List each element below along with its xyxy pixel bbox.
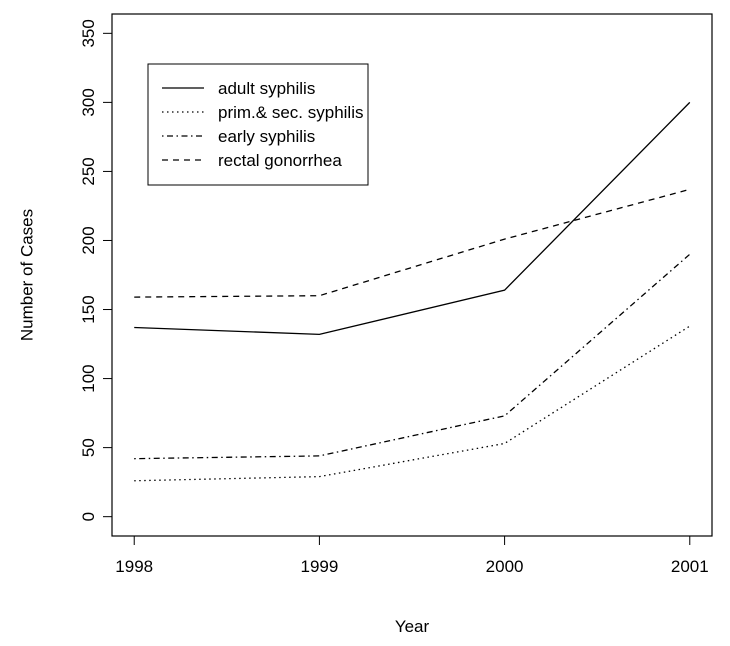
y-tick-label: 100 [79, 364, 98, 392]
series-line [134, 253, 691, 460]
y-tick-label: 300 [79, 88, 98, 116]
y-tick-label: 0 [79, 512, 98, 521]
y-tick-label: 50 [79, 438, 98, 457]
y-axis-label: Number of Cases [17, 209, 36, 341]
x-tick-label: 1999 [300, 557, 338, 576]
series-line [134, 188, 690, 298]
x-tick-label: 1998 [115, 557, 153, 576]
x-tick-label: 2000 [486, 557, 524, 576]
legend-label: prim.& sec. syphilis [218, 103, 363, 122]
y-tick-label: 350 [79, 19, 98, 47]
y-tick-label: 250 [79, 157, 98, 185]
series-line [134, 101, 691, 336]
plot-frame [111, 13, 713, 537]
x-axis-label: Year [395, 617, 430, 636]
legend-label: adult syphilis [218, 79, 315, 98]
y-tick-label: 200 [79, 226, 98, 254]
legend-label: rectal gonorrhea [218, 151, 342, 170]
legend-box [147, 63, 369, 186]
x-tick-label: 2001 [671, 557, 709, 576]
y-tick-label: 150 [79, 295, 98, 323]
legend-label: early syphilis [218, 127, 315, 146]
